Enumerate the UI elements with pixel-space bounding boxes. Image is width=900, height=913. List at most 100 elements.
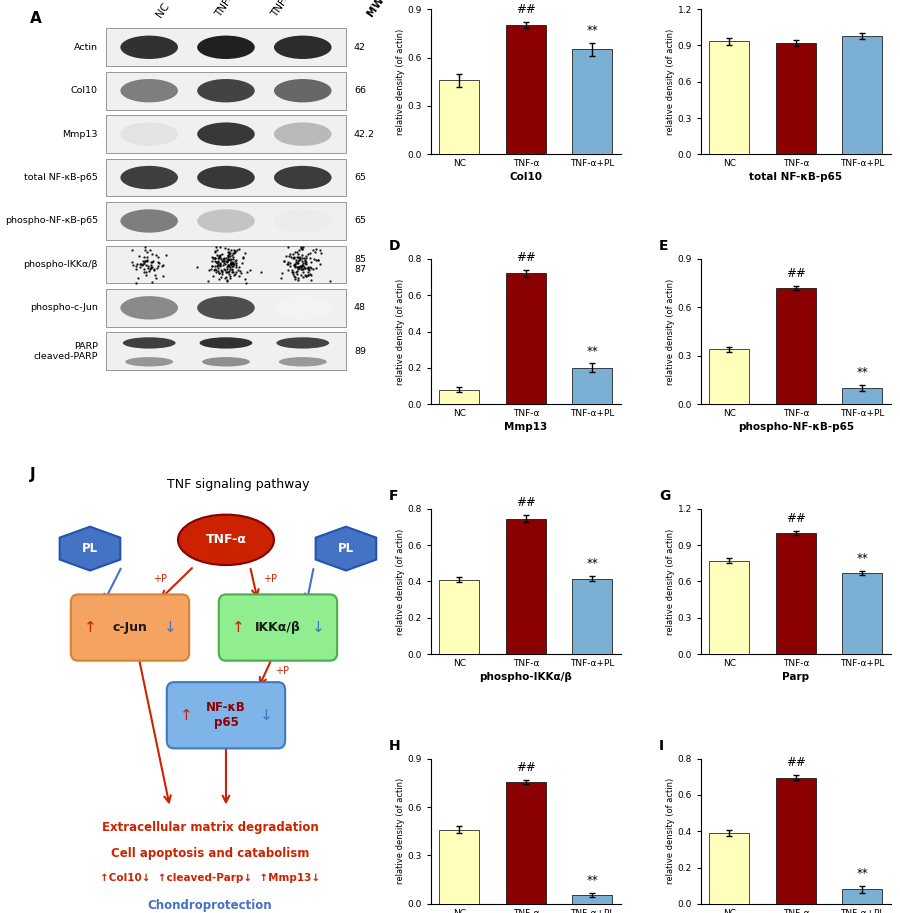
Text: Actin: Actin bbox=[74, 43, 98, 52]
Point bbox=[287, 271, 302, 286]
Text: H: H bbox=[389, 739, 400, 753]
Point bbox=[236, 249, 250, 264]
Point bbox=[288, 245, 302, 259]
Point bbox=[293, 250, 308, 265]
Ellipse shape bbox=[125, 357, 173, 366]
Point bbox=[149, 261, 164, 276]
Point bbox=[277, 254, 292, 268]
Point bbox=[220, 254, 234, 268]
Point bbox=[156, 268, 170, 283]
Point bbox=[295, 257, 310, 272]
Point bbox=[211, 257, 225, 272]
Point bbox=[220, 257, 235, 272]
Point bbox=[148, 247, 163, 262]
Y-axis label: relative density (of actin): relative density (of actin) bbox=[396, 278, 405, 384]
Point bbox=[137, 265, 151, 279]
Point bbox=[294, 268, 309, 282]
Point bbox=[229, 258, 243, 273]
Point bbox=[233, 267, 248, 281]
Ellipse shape bbox=[121, 166, 178, 189]
Point bbox=[289, 253, 303, 268]
Point bbox=[211, 251, 225, 266]
Point bbox=[301, 260, 315, 275]
Text: ##: ## bbox=[786, 512, 806, 525]
Y-axis label: relative density (of actin): relative density (of actin) bbox=[666, 529, 675, 635]
FancyBboxPatch shape bbox=[71, 594, 189, 661]
Point bbox=[284, 247, 298, 261]
Point bbox=[223, 255, 238, 269]
Point bbox=[238, 276, 253, 290]
Point bbox=[209, 265, 223, 279]
Text: I: I bbox=[659, 739, 664, 753]
Point bbox=[296, 250, 310, 265]
Point bbox=[136, 253, 150, 268]
Point bbox=[298, 260, 312, 275]
Point bbox=[137, 249, 151, 264]
Text: C: C bbox=[659, 0, 670, 4]
Point bbox=[221, 257, 236, 272]
Point bbox=[229, 253, 243, 268]
Point bbox=[140, 252, 154, 267]
Point bbox=[223, 257, 238, 271]
Point bbox=[211, 254, 225, 268]
Point bbox=[274, 270, 288, 285]
Point bbox=[279, 248, 293, 263]
Point bbox=[225, 258, 239, 273]
Point bbox=[126, 257, 140, 272]
Point bbox=[216, 254, 230, 268]
Point bbox=[291, 259, 305, 274]
Point bbox=[144, 255, 158, 269]
Point bbox=[143, 261, 157, 276]
Point bbox=[140, 254, 155, 268]
Ellipse shape bbox=[279, 357, 327, 366]
Point bbox=[301, 247, 315, 261]
FancyBboxPatch shape bbox=[106, 72, 346, 110]
Point bbox=[142, 264, 157, 278]
Bar bbox=[439, 80, 480, 154]
Point bbox=[212, 251, 227, 266]
Point bbox=[212, 249, 226, 264]
Point bbox=[129, 258, 143, 273]
X-axis label: Parp: Parp bbox=[782, 672, 809, 682]
Ellipse shape bbox=[197, 36, 255, 59]
Point bbox=[216, 253, 230, 268]
Point bbox=[145, 275, 159, 289]
Point bbox=[224, 265, 238, 279]
Point bbox=[301, 262, 315, 277]
Point bbox=[298, 260, 312, 275]
Point bbox=[138, 243, 152, 257]
FancyBboxPatch shape bbox=[219, 594, 338, 661]
Point bbox=[220, 273, 234, 288]
Point bbox=[314, 247, 328, 261]
Point bbox=[296, 259, 310, 274]
Point bbox=[208, 245, 222, 259]
Point bbox=[303, 268, 318, 282]
Point bbox=[223, 249, 238, 264]
X-axis label: phospho-IKKα/β: phospho-IKKα/β bbox=[480, 672, 572, 682]
Point bbox=[295, 241, 310, 256]
Point bbox=[303, 246, 318, 260]
Point bbox=[226, 247, 240, 261]
Point bbox=[216, 251, 230, 266]
Point bbox=[137, 262, 151, 277]
Bar bbox=[439, 390, 480, 404]
Polygon shape bbox=[59, 527, 121, 571]
Text: phospho-IKKα/β: phospho-IKKα/β bbox=[23, 260, 98, 269]
Point bbox=[296, 256, 310, 270]
Point bbox=[220, 251, 235, 266]
Point bbox=[227, 246, 241, 260]
Text: 89: 89 bbox=[354, 347, 366, 356]
Polygon shape bbox=[316, 527, 376, 571]
Text: 42.2: 42.2 bbox=[354, 130, 375, 139]
Point bbox=[226, 256, 240, 270]
Text: 65: 65 bbox=[354, 216, 366, 226]
Point bbox=[214, 268, 229, 282]
Point bbox=[201, 273, 215, 288]
Point bbox=[130, 276, 144, 290]
Point bbox=[212, 272, 226, 287]
Point bbox=[146, 254, 160, 268]
Point bbox=[138, 254, 152, 268]
Point bbox=[283, 256, 297, 270]
Point bbox=[214, 264, 229, 278]
Point bbox=[125, 242, 140, 257]
